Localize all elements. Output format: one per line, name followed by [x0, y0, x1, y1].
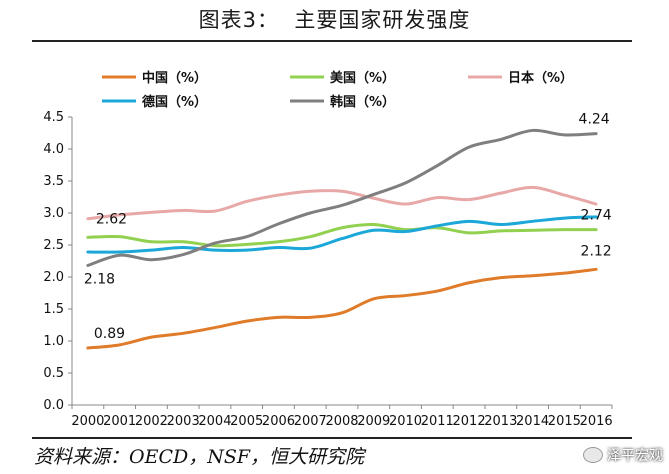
x-tick-label: 2010 — [389, 414, 422, 429]
x-tick-label: 2008 — [325, 414, 358, 429]
x-tick-label: 2012 — [453, 414, 486, 429]
x-tick-label: 2011 — [421, 414, 454, 429]
y-tick-label: 2.5 — [43, 238, 64, 253]
data-label: 2.62 — [96, 211, 127, 227]
top-divider — [32, 40, 632, 42]
data-label: 0.89 — [94, 326, 125, 342]
x-tick-label: 2002 — [135, 414, 168, 429]
series-line-3 — [86, 215, 598, 254]
legend-label: 韩国（%） — [330, 94, 395, 110]
y-tick-label: 1.0 — [43, 334, 64, 349]
data-label: 4.24 — [579, 112, 610, 128]
data-label: 2.12 — [581, 243, 612, 259]
y-tick-label: 1.5 — [43, 302, 64, 317]
x-tick-label: 2013 — [484, 414, 517, 429]
x-tick-label: 2016 — [580, 414, 613, 429]
x-tick-label: 2001 — [103, 414, 136, 429]
x-tick-label: 2003 — [167, 414, 200, 429]
y-tick-label: 4.0 — [43, 142, 64, 157]
x-tick-label: 2014 — [516, 414, 549, 429]
bottom-divider — [32, 437, 632, 439]
x-tick-label: 2005 — [230, 414, 263, 429]
y-tick-label: 4.5 — [43, 110, 64, 125]
page-title: 图表3： 主要国家研发强度 — [198, 8, 471, 32]
series-line-2 — [86, 185, 598, 221]
source-note: 资料来源：OECD，NSF，恒大研究院 — [34, 446, 365, 468]
y-tick-label: 3.0 — [43, 206, 64, 221]
legend-label: 德国（%） — [142, 94, 207, 110]
data-label: 2.74 — [581, 208, 612, 224]
x-tick-label: 2007 — [294, 414, 327, 429]
y-tick-label: 2.0 — [43, 270, 64, 285]
legend-label: 日本（%） — [508, 70, 573, 86]
x-tick-label: 2015 — [548, 414, 581, 429]
series-line-4 — [86, 128, 598, 267]
series-line-0 — [86, 267, 598, 350]
data-label: 2.18 — [84, 271, 115, 287]
legend-label: 中国（%） — [142, 70, 207, 86]
x-tick-label: 2009 — [357, 414, 390, 429]
wechat-icon — [583, 447, 603, 463]
y-tick-label: 0.0 — [43, 398, 64, 413]
y-tick-label: 3.5 — [43, 174, 64, 189]
watermark-label: 泽平宏观 — [607, 448, 663, 464]
x-tick-label: 2000 — [71, 414, 104, 429]
legend-label: 美国（%） — [330, 70, 395, 86]
series-line-1 — [86, 222, 598, 248]
x-tick-label: 2004 — [198, 414, 231, 429]
x-tick-label: 2006 — [262, 414, 295, 429]
y-tick-label: 0.5 — [43, 366, 64, 381]
watermark: 泽平宏观 — [583, 445, 663, 465]
